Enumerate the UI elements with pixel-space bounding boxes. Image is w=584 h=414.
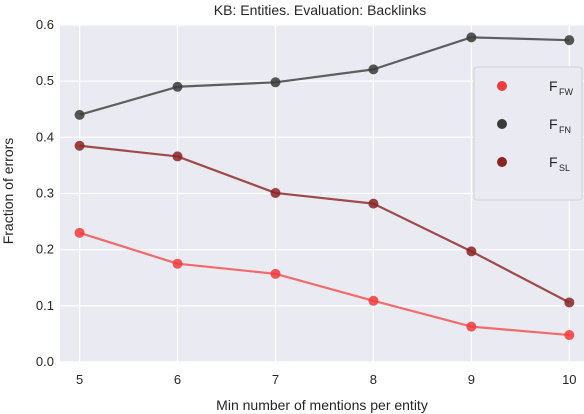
legend-marker (497, 119, 507, 129)
data-point (172, 81, 183, 92)
x-tick-label: 10 (562, 372, 576, 387)
legend-label: F (549, 154, 558, 170)
data-point (564, 35, 575, 46)
legend-label-subscript: FN (559, 125, 571, 135)
x-tick-label: 7 (272, 372, 279, 387)
series-layer (74, 32, 575, 341)
x-tick-label: 6 (174, 372, 181, 387)
y-tick-label: 0.4 (36, 129, 54, 144)
data-point (270, 77, 281, 88)
y-axis-title: Fraction of errors (0, 138, 16, 245)
legend: F FWF FNF SL (473, 66, 583, 201)
data-point (74, 140, 85, 151)
data-point (564, 330, 575, 341)
y-tick-label: 0.3 (36, 186, 54, 201)
x-tick-label: 8 (370, 372, 377, 387)
legend-item: F FW (497, 78, 573, 97)
chart-title: KB: Entities. Evaluation: Backlinks (214, 2, 426, 18)
series-fn (74, 32, 575, 120)
data-point (172, 151, 183, 162)
legend-marker (497, 157, 507, 167)
y-tick-label: 0.5 (36, 73, 54, 88)
data-point (368, 64, 379, 75)
legend-label: F (549, 116, 558, 132)
data-point (270, 268, 281, 279)
data-point (172, 258, 183, 269)
data-point (466, 246, 477, 257)
x-axis-title: Min number of mentions per entity (216, 397, 428, 413)
x-tick-label: 9 (468, 372, 475, 387)
series-sl (74, 140, 575, 308)
legend-item: F FN (497, 116, 571, 135)
data-point (74, 109, 85, 120)
series-line (79, 231, 570, 337)
y-tick-label: 0.2 (36, 242, 54, 257)
data-point (270, 187, 281, 198)
y-tick-label: 0.6 (36, 17, 54, 32)
series-line (79, 144, 570, 304)
y-tick-label: 0.0 (36, 354, 54, 369)
legend-marker (497, 81, 507, 91)
series-fw (74, 227, 575, 341)
legend-label-subscript: FW (559, 87, 573, 97)
legend-label-subscript: SL (559, 163, 570, 173)
legend-item: F SL (497, 154, 570, 173)
data-point (74, 227, 85, 238)
y-tick-label: 0.1 (36, 298, 54, 313)
x-tick-label: 5 (76, 372, 83, 387)
data-point (564, 297, 575, 308)
data-point (466, 32, 477, 43)
data-point (466, 321, 477, 332)
y-tick-labels: 0.0 0.1 0.2 0.3 0.4 0.5 0.6 (36, 17, 54, 369)
legend-label: F (549, 78, 558, 94)
data-point (368, 198, 379, 209)
x-tick-labels: 5 6 7 8 9 10 (76, 372, 577, 387)
data-point (368, 295, 379, 306)
series-line (79, 36, 570, 116)
